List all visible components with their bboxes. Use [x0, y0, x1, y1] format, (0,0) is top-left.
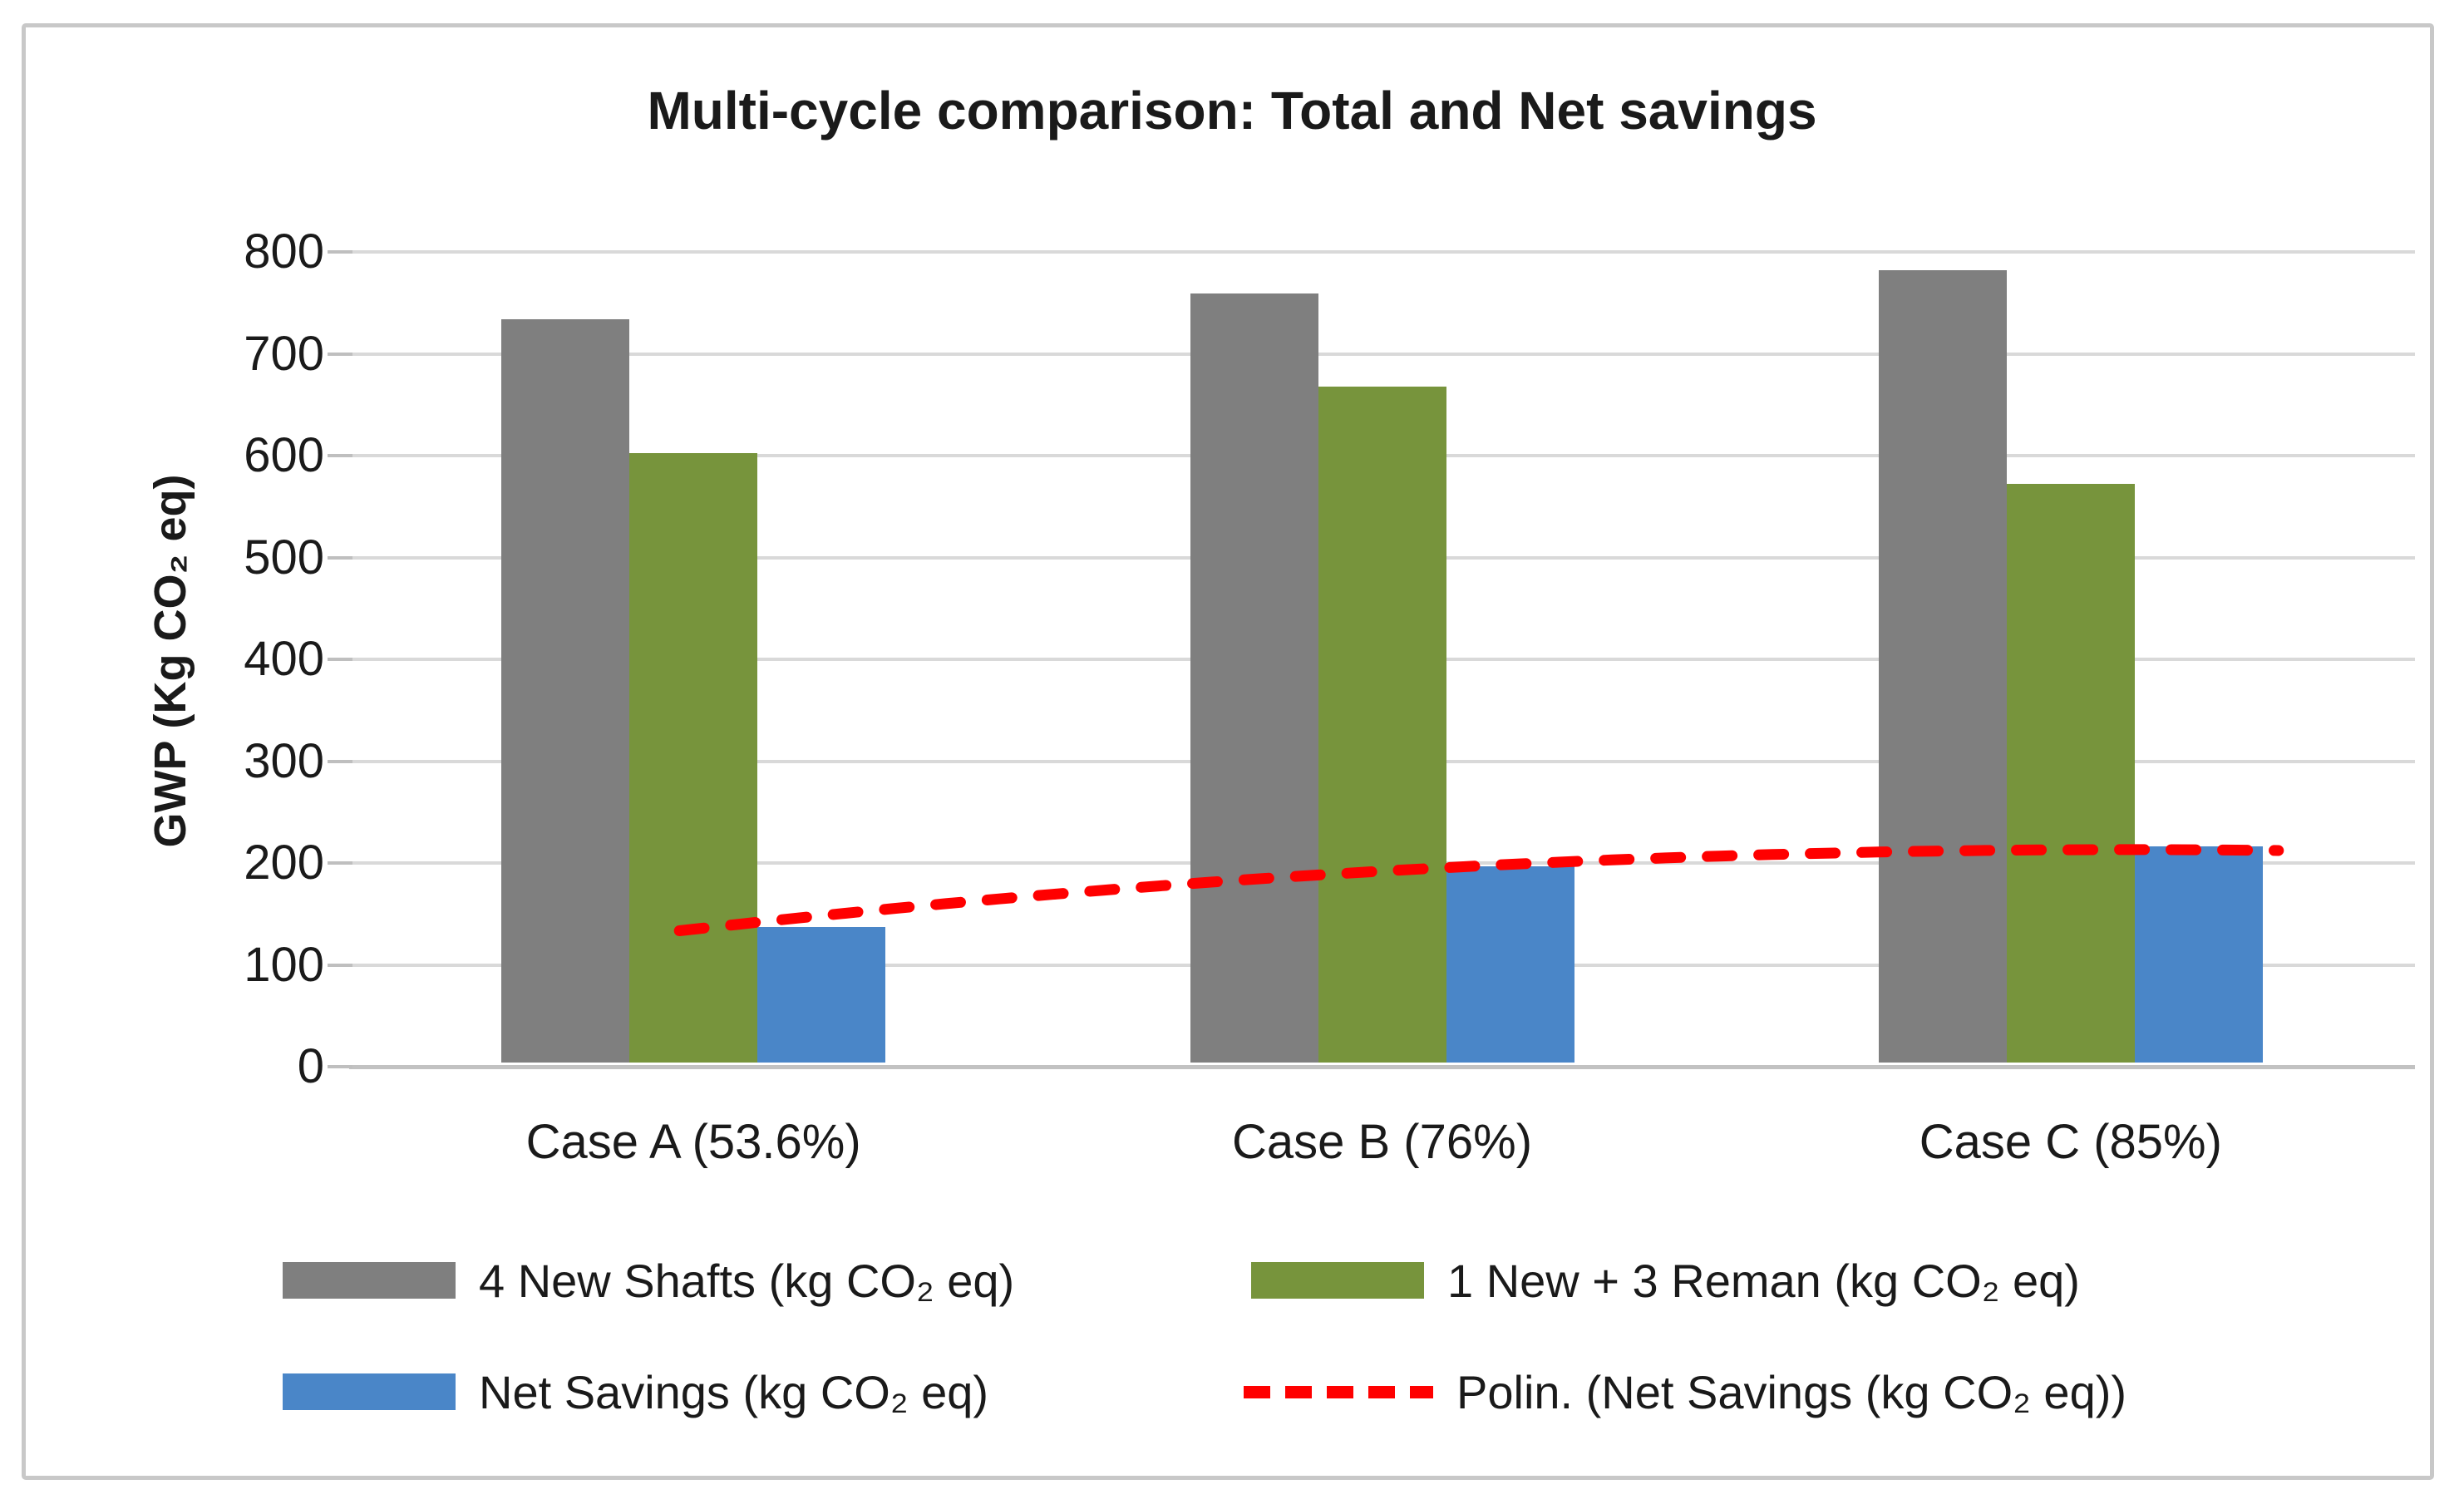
y-tick-mark-100	[328, 963, 352, 967]
y-tick-label-0: 0	[297, 1039, 324, 1093]
y-tick-label-700: 700	[244, 326, 324, 381]
x-category-label-2: Case B (76%)	[1231, 1115, 1533, 1169]
trendline-path	[673, 844, 2284, 936]
legend-swatch-blue-bar	[283, 1373, 456, 1410]
y-tick-mark-600	[328, 454, 352, 457]
legend-item-net-savings: Net Savings (kg CO₂ eq)	[283, 1354, 988, 1430]
bar-series0-case-a	[501, 318, 630, 1063]
bar-series2-case-a	[757, 927, 886, 1063]
legend-label: Net Savings (kg CO₂ eq)	[479, 1365, 989, 1418]
legend-label: Polin. (Net Savings (kg CO₂ eq))	[1456, 1365, 2127, 1418]
y-tick-label-800: 800	[244, 224, 324, 279]
chart-title: Multi-cycle comparison: Total and Net sa…	[647, 81, 1817, 141]
y-tick-label-300: 300	[244, 733, 324, 788]
y-tick-label-200: 200	[244, 836, 324, 890]
plot-area	[349, 250, 2415, 1069]
y-tick-mark-700	[328, 352, 352, 356]
bar-series0-case-b	[1190, 293, 1318, 1063]
legend-label: 4 New Shafts (kg CO₂ eq)	[479, 1254, 1015, 1307]
legend-swatch-red-dashed-line	[1244, 1385, 1433, 1398]
y-tick-mark-400	[328, 658, 352, 661]
legend-item-1-new-3-reman: 1 New + 3 Reman (kg CO₂ eq)	[1251, 1242, 2080, 1319]
y-tick-label-400: 400	[244, 632, 324, 686]
bar-series1-case-c	[2006, 484, 2135, 1063]
polynomial-trendline	[673, 844, 2284, 936]
y-tick-label-100: 100	[244, 937, 324, 992]
legend-item-polynomial-trendline: Polin. (Net Savings (kg CO₂ eq))	[1244, 1354, 2126, 1430]
x-category-label-3: Case C (85%)	[1919, 1115, 2222, 1169]
bar-series2-case-c	[2134, 846, 2263, 1063]
legend-swatch-green-bar	[1251, 1262, 1424, 1299]
y-tick-mark-200	[328, 861, 352, 865]
bar-series1-case-b	[1318, 386, 1446, 1063]
y-tick-mark-500	[328, 555, 352, 560]
bar-series2-case-b	[1446, 865, 1574, 1063]
y-tick-label-500: 500	[244, 530, 324, 584]
legend-swatch-gray-bar	[283, 1262, 456, 1299]
gridline-y-700	[349, 352, 2415, 356]
y-tick-mark-300	[328, 759, 352, 763]
x-category-label-1: Case A (53.6%)	[525, 1115, 861, 1169]
gridline-y-0	[349, 1065, 2415, 1069]
bar-series0-case-c	[1878, 269, 2007, 1063]
y-tick-mark-800	[328, 250, 352, 254]
legend-item-4-new-shafts: 4 New Shafts (kg CO₂ eq)	[283, 1242, 1014, 1319]
bar-series1-case-a	[629, 453, 758, 1063]
legend-label: 1 New + 3 Reman (kg CO₂ eq)	[1447, 1254, 2080, 1307]
y-tick-label-600: 600	[244, 428, 324, 482]
y-tick-mark-0	[328, 1065, 352, 1068]
gridline-y-800	[349, 250, 2415, 254]
